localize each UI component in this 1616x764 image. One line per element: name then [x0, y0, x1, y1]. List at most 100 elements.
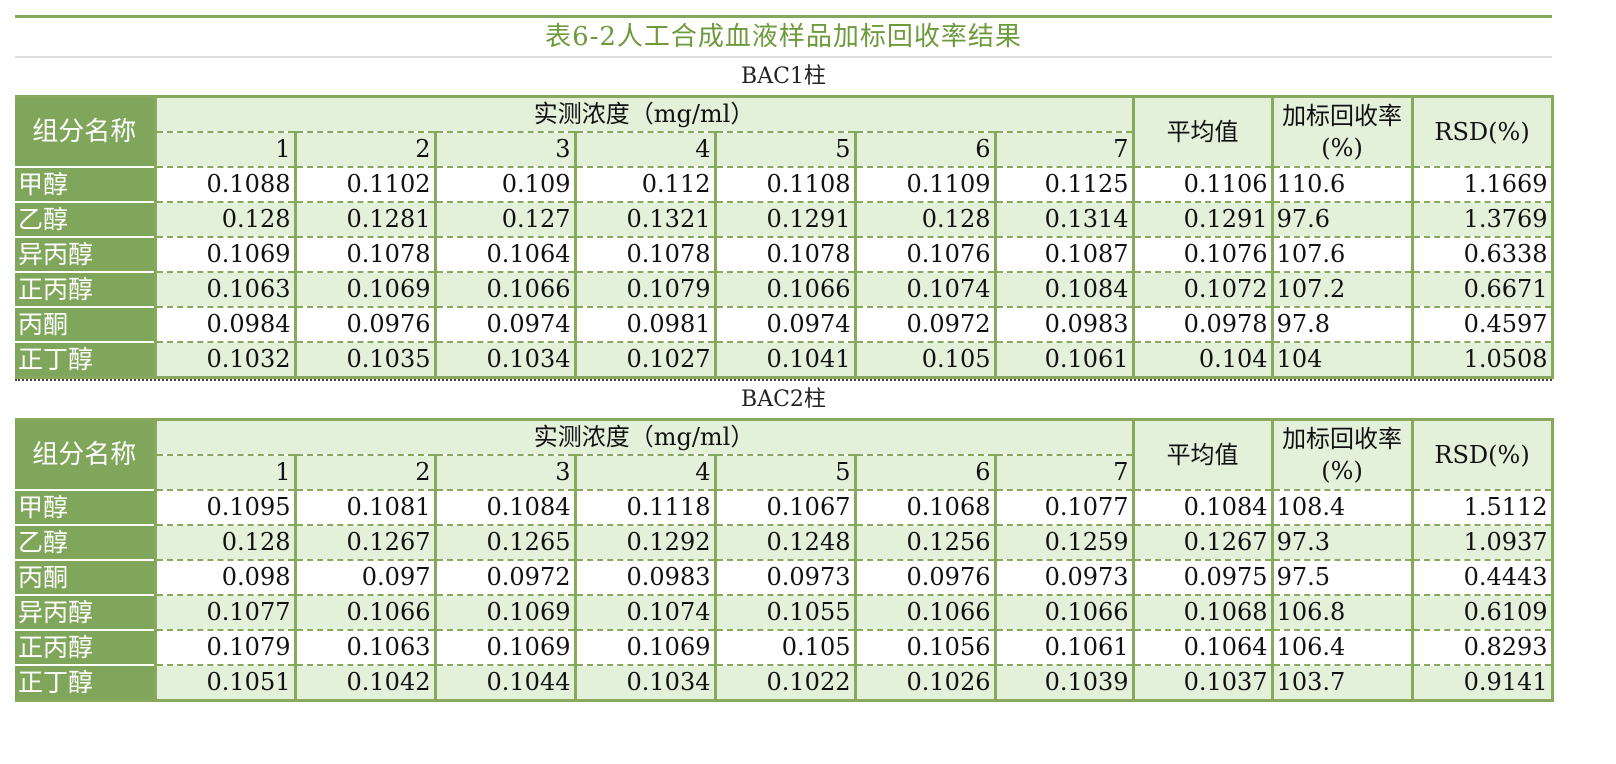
recovery-value: 106.8: [1270, 594, 1414, 631]
component-name: 正丙醇: [15, 629, 157, 666]
measured-value: 0.1281: [293, 201, 437, 238]
rsd-value: 1.5112: [1410, 489, 1554, 526]
measured-value: 0.0974: [433, 306, 577, 343]
table-row: 正丙醇 0.1079 0.1063 0.1069 0.1069 0.105 0.1056 0.…: [15, 629, 1554, 666]
header-component: 组分名称: [15, 418, 157, 491]
average-value: 0.1076: [1131, 236, 1274, 273]
header-run: 3: [433, 454, 577, 491]
table-title: 表6-2人工合成血液样品加标回收率结果: [15, 15, 1552, 58]
measured-value: 0.1267: [293, 524, 437, 561]
table-row: 乙醇 0.128 0.1267 0.1265 0.1292 0.1248 0.1256 0.1…: [15, 524, 1554, 561]
header-run: 3: [433, 131, 577, 168]
measured-value: 0.0983: [573, 559, 717, 596]
header-run: 1: [153, 454, 297, 491]
measured-value: 0.1055: [713, 594, 857, 631]
recovery-value: 103.7: [1270, 664, 1414, 702]
rsd-value: 0.6671: [1410, 271, 1554, 308]
measured-value: 0.1074: [853, 271, 997, 308]
measured-value: 0.1044: [433, 664, 577, 702]
measured-value: 0.1095: [153, 489, 297, 526]
measured-value: 0.0972: [433, 559, 577, 596]
measured-value: 0.1061: [993, 341, 1135, 379]
measured-value: 0.1256: [853, 524, 997, 561]
table-row: 甲醇 0.1095 0.1081 0.1084 0.1118 0.1067 0.1068 0.…: [15, 489, 1554, 526]
average-value: 0.1106: [1131, 166, 1274, 203]
measured-value: 0.1102: [293, 166, 437, 203]
header-rsd: RSD(%): [1410, 95, 1554, 168]
measured-value: 0.112: [573, 166, 717, 203]
measured-value: 0.1066: [993, 594, 1135, 631]
measured-value: 0.1066: [433, 271, 577, 308]
measured-value: 0.0973: [993, 559, 1135, 596]
header-run: 5: [713, 454, 857, 491]
measured-value: 0.1314: [993, 201, 1135, 238]
recovery-value: 107.2: [1270, 271, 1414, 308]
measured-value: 0.128: [153, 524, 297, 561]
measured-value: 0.1087: [993, 236, 1135, 273]
average-value: 0.1037: [1131, 664, 1274, 702]
measured-value: 0.1066: [853, 594, 997, 631]
rsd-value: 1.3769: [1410, 201, 1554, 238]
measured-value: 0.1321: [573, 201, 717, 238]
component-name: 乙醇: [15, 201, 157, 238]
header-average: 平均值: [1131, 418, 1274, 491]
average-value: 0.104: [1131, 341, 1274, 379]
measured-value: 0.1259: [993, 524, 1135, 561]
table-row: 甲醇 0.1088 0.1102 0.109 0.112 0.1108 0.1109 0.11…: [15, 166, 1554, 203]
header-rsd: RSD(%): [1410, 418, 1554, 491]
header-run: 2: [293, 131, 437, 168]
recovery-value: 104: [1270, 341, 1414, 379]
header-row: 组分名称 实测浓度（mg/ml） 平均值 加标回收率(%) RSD(%): [15, 418, 1554, 491]
measured-value: 0.0984: [153, 306, 297, 343]
measured-value: 0.0972: [853, 306, 997, 343]
table-row: 正丁醇 0.1051 0.1042 0.1044 0.1034 0.1022 0.1026 0…: [15, 664, 1554, 702]
measured-value: 0.0973: [713, 559, 857, 596]
measured-value: 0.1078: [293, 236, 437, 273]
measured-value: 0.1034: [433, 341, 577, 379]
component-name: 甲醇: [15, 166, 157, 203]
measured-value: 0.1291: [713, 201, 857, 238]
component-name: 丙酮: [15, 306, 157, 343]
measured-value: 0.1069: [433, 629, 577, 666]
measured-value: 0.1088: [153, 166, 297, 203]
measured-value: 0.1022: [713, 664, 857, 702]
recovery-value: 97.5: [1270, 559, 1414, 596]
measured-value: 0.1026: [853, 664, 997, 702]
measured-value: 0.1068: [853, 489, 997, 526]
measured-value: 0.1066: [293, 594, 437, 631]
measured-value: 0.1077: [993, 489, 1135, 526]
measured-value: 0.1069: [153, 236, 297, 273]
measured-value: 0.098: [153, 559, 297, 596]
measured-value: 0.128: [153, 201, 297, 238]
recovery-value: 97.8: [1270, 306, 1414, 343]
component-name: 正丙醇: [15, 271, 157, 308]
measured-value: 0.1063: [293, 629, 437, 666]
header-run: 5: [713, 131, 857, 168]
measured-value: 0.1064: [433, 236, 577, 273]
component-name: 丙酮: [15, 559, 157, 596]
measured-value: 0.1084: [993, 271, 1135, 308]
average-value: 0.1068: [1131, 594, 1274, 631]
recovery-value: 107.6: [1270, 236, 1414, 273]
header-recovery: 加标回收率(%): [1270, 95, 1414, 168]
measured-value: 0.1076: [853, 236, 997, 273]
average-value: 0.1072: [1131, 271, 1274, 308]
measured-value: 0.127: [433, 201, 577, 238]
measured-value: 0.1078: [573, 236, 717, 273]
table-row: 异丙醇 0.1069 0.1078 0.1064 0.1078 0.1078 0.1076 0…: [15, 236, 1554, 273]
header-run: 4: [573, 454, 717, 491]
measured-value: 0.105: [853, 341, 997, 379]
component-name: 甲醇: [15, 489, 157, 526]
measured-value: 0.1039: [993, 664, 1135, 702]
header-run: 6: [853, 454, 997, 491]
component-name: 异丙醇: [15, 594, 157, 631]
measured-value: 0.1248: [713, 524, 857, 561]
rsd-value: 0.6109: [1410, 594, 1554, 631]
rsd-value: 0.4597: [1410, 306, 1554, 343]
measured-value: 0.1292: [573, 524, 717, 561]
results-sheet: 表6-2人工合成血液样品加标回收率结果 BAC1柱 组分名称 实测浓度（mg/ml）…: [15, 15, 1554, 702]
measured-value: 0.1063: [153, 271, 297, 308]
header-row: 组分名称 实测浓度（mg/ml） 平均值 加标回收率(%) RSD(%): [15, 95, 1554, 168]
section-label: BAC2柱: [15, 379, 1552, 418]
